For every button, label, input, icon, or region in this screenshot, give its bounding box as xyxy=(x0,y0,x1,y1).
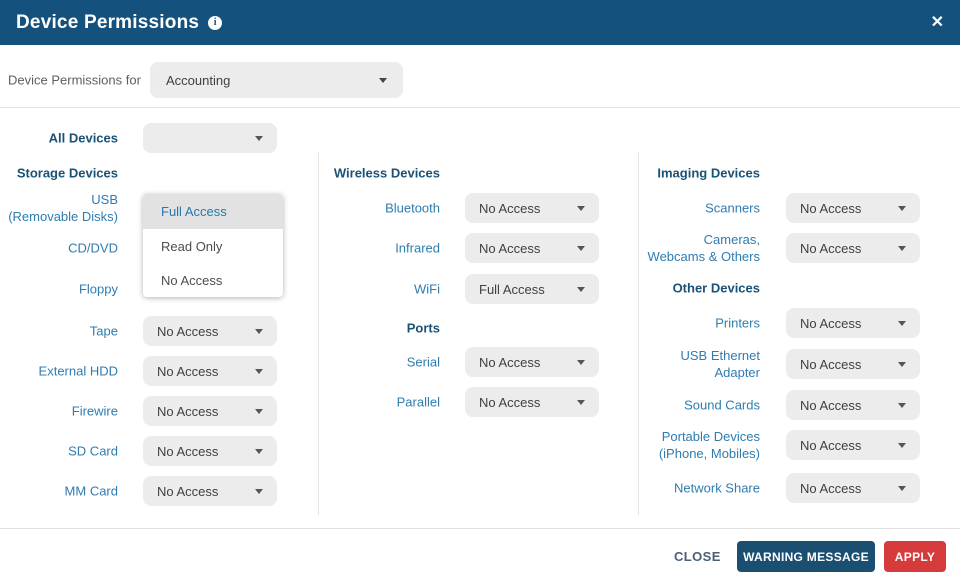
chevron-down-icon xyxy=(379,77,387,83)
storage-devices-heading: Storage Devices xyxy=(16,165,118,181)
serial-label: Serial xyxy=(406,354,440,370)
dropdown-value: No Access xyxy=(479,394,541,410)
scanners-dropdown[interactable]: No Access xyxy=(786,193,920,223)
parallel-label: Parallel xyxy=(396,394,440,410)
dropdown-value: Full Access xyxy=(479,281,545,297)
printers-label: Printers xyxy=(715,315,760,331)
chevron-down-icon xyxy=(255,328,263,334)
device-permissions-for-label: Device Permissions for xyxy=(8,72,141,88)
usb-ethernet-adapter-label: USB Ethernet Adapter xyxy=(680,348,761,380)
dropdown-option-no-access[interactable]: No Access xyxy=(143,263,283,297)
printers-dropdown[interactable]: No Access xyxy=(786,308,920,338)
chevron-down-icon xyxy=(898,485,906,491)
footer-divider xyxy=(0,528,960,529)
chevron-down-icon xyxy=(577,205,585,211)
chevron-down-icon xyxy=(898,205,906,211)
usb-ethernet-adapter-dropdown[interactable]: No Access xyxy=(786,349,920,379)
dropdown-value: No Access xyxy=(800,397,862,413)
chevron-down-icon xyxy=(255,448,263,454)
dropdown-value: No Access xyxy=(479,200,541,216)
dropdown-value: No Access xyxy=(800,437,862,453)
mm-card-dropdown[interactable]: No Access xyxy=(143,476,277,506)
cameras-webcams-label: Cameras, Webcams & Others xyxy=(647,232,760,264)
chevron-down-icon xyxy=(255,488,263,494)
column-divider-2 xyxy=(638,152,639,515)
chevron-down-icon xyxy=(898,320,906,326)
dropdown-value: No Access xyxy=(157,403,219,419)
chevron-down-icon xyxy=(898,245,906,251)
chevron-down-icon xyxy=(255,408,263,414)
dropdown-option-read-only[interactable]: Read Only xyxy=(143,229,283,263)
wifi-dropdown[interactable]: Full Access xyxy=(465,274,599,304)
chevron-down-icon xyxy=(255,368,263,374)
dropdown-value: No Access xyxy=(479,240,541,256)
chevron-down-icon xyxy=(577,286,585,292)
chevron-down-icon xyxy=(898,361,906,367)
external-hdd-label: External HDD xyxy=(38,363,118,379)
wireless-devices-heading: Wireless Devices xyxy=(333,165,440,181)
chevron-down-icon xyxy=(255,135,263,141)
dropdown-value: No Access xyxy=(479,354,541,370)
serial-dropdown[interactable]: No Access xyxy=(465,347,599,377)
subheader-divider xyxy=(0,107,960,108)
portable-devices-dropdown[interactable]: No Access xyxy=(786,430,920,460)
bluetooth-label: Bluetooth xyxy=(385,200,440,216)
cd-dvd-label: CD/DVD xyxy=(68,240,118,256)
infrared-label: Infrared xyxy=(395,240,440,256)
group-select-value: Accounting xyxy=(166,72,231,88)
parallel-dropdown[interactable]: No Access xyxy=(465,387,599,417)
usb-dropdown-open-menu: Full Access Read Only No Access xyxy=(143,194,283,297)
dropdown-value: No Access xyxy=(157,323,219,339)
close-icon[interactable]: ✕ xyxy=(930,14,944,31)
chevron-down-icon xyxy=(577,359,585,365)
dropdown-value: No Access xyxy=(800,200,862,216)
dropdown-value: No Access xyxy=(800,480,862,496)
dropdown-value: No Access xyxy=(157,443,219,459)
usb-removable-disks-label: USB (Removable Disks) xyxy=(8,192,118,224)
sd-card-dropdown[interactable]: No Access xyxy=(143,436,277,466)
tape-dropdown[interactable]: No Access xyxy=(143,316,277,346)
close-button[interactable]: CLOSE xyxy=(660,541,735,572)
network-share-dropdown[interactable]: No Access xyxy=(786,473,920,503)
ports-heading: Ports xyxy=(406,320,440,336)
wifi-label: WiFi xyxy=(414,281,440,297)
firewire-label: Firewire xyxy=(71,403,118,419)
dropdown-option-full-access[interactable]: Full Access xyxy=(143,194,283,229)
mm-card-label: MM Card xyxy=(64,483,118,499)
sd-card-label: SD Card xyxy=(68,443,118,459)
dialog-title: Device Permissions xyxy=(16,11,200,33)
tape-label: Tape xyxy=(89,323,118,339)
external-hdd-dropdown[interactable]: No Access xyxy=(143,356,277,386)
firewire-dropdown[interactable]: No Access xyxy=(143,396,277,426)
chevron-down-icon xyxy=(577,245,585,251)
infrared-dropdown[interactable]: No Access xyxy=(465,233,599,263)
sound-cards-label: Sound Cards xyxy=(684,397,760,413)
apply-button[interactable]: APPLY xyxy=(884,541,946,572)
chevron-down-icon xyxy=(898,402,906,408)
info-icon[interactable]: i xyxy=(208,15,223,30)
all-devices-label: All Devices xyxy=(48,130,118,146)
network-share-label: Network Share xyxy=(674,480,760,496)
dropdown-value: No Access xyxy=(800,315,862,331)
dropdown-value: No Access xyxy=(800,240,862,256)
chevron-down-icon xyxy=(577,399,585,405)
chevron-down-icon xyxy=(898,442,906,448)
group-select-dropdown[interactable]: Accounting xyxy=(150,62,403,98)
dialog-header: Device Permissions i ✕ xyxy=(0,0,960,45)
bluetooth-dropdown[interactable]: No Access xyxy=(465,193,599,223)
portable-devices-label: Portable Devices (iPhone, Mobiles) xyxy=(658,429,760,461)
other-devices-heading: Other Devices xyxy=(672,280,760,296)
column-divider-1 xyxy=(318,152,319,515)
cameras-webcams-dropdown[interactable]: No Access xyxy=(786,233,920,263)
scanners-label: Scanners xyxy=(705,200,760,216)
imaging-devices-heading: Imaging Devices xyxy=(657,165,760,181)
warning-message-button[interactable]: WARNING MESSAGE xyxy=(737,541,875,572)
dropdown-value: No Access xyxy=(157,483,219,499)
sound-cards-dropdown[interactable]: No Access xyxy=(786,390,920,420)
all-devices-dropdown[interactable] xyxy=(143,123,277,153)
dropdown-value: No Access xyxy=(157,363,219,379)
floppy-label: Floppy xyxy=(78,281,118,297)
dropdown-value: No Access xyxy=(800,356,862,372)
